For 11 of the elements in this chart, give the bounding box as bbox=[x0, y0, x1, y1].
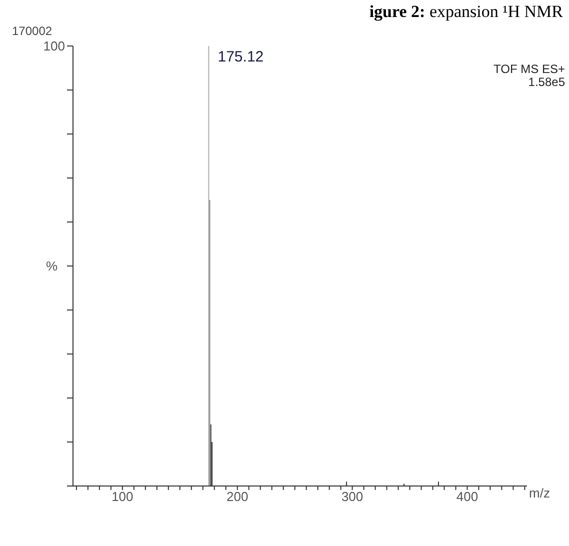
x-tick-label: 400 bbox=[456, 489, 478, 504]
x-tick-label: 100 bbox=[112, 489, 134, 504]
chart-title: igure 2: expansion ¹H NMR bbox=[369, 2, 563, 21]
annotation: 175.12 bbox=[218, 48, 264, 66]
text: 1.58e5 bbox=[527, 75, 565, 89]
x-axis-title: m/z bbox=[529, 486, 550, 501]
y-axis-title: % bbox=[46, 258, 58, 274]
text: 170002 bbox=[12, 24, 52, 38]
x-tick-label: 300 bbox=[341, 489, 364, 504]
x-tick-label: 200 bbox=[226, 489, 248, 504]
annotation: TOF MS ES+ bbox=[494, 62, 565, 76]
